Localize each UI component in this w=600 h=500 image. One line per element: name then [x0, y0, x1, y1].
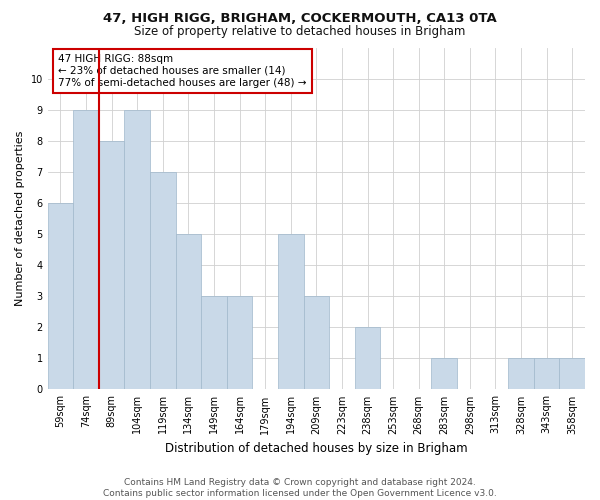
X-axis label: Distribution of detached houses by size in Brigham: Distribution of detached houses by size … [165, 442, 467, 455]
Text: Size of property relative to detached houses in Brigham: Size of property relative to detached ho… [134, 25, 466, 38]
Bar [304, 296, 329, 390]
Bar [99, 141, 124, 390]
Bar [150, 172, 176, 390]
Text: Contains HM Land Registry data © Crown copyright and database right 2024.
Contai: Contains HM Land Registry data © Crown c… [103, 478, 497, 498]
Bar [559, 358, 585, 390]
Bar [227, 296, 253, 390]
Bar [201, 296, 227, 390]
Bar [47, 203, 73, 390]
Bar [176, 234, 201, 390]
Bar [534, 358, 559, 390]
Bar [508, 358, 534, 390]
Bar [73, 110, 99, 390]
Text: 47, HIGH RIGG, BRIGHAM, COCKERMOUTH, CA13 0TA: 47, HIGH RIGG, BRIGHAM, COCKERMOUTH, CA1… [103, 12, 497, 26]
Bar [431, 358, 457, 390]
Text: 47 HIGH RIGG: 88sqm
← 23% of detached houses are smaller (14)
77% of semi-detach: 47 HIGH RIGG: 88sqm ← 23% of detached ho… [58, 54, 307, 88]
Bar [124, 110, 150, 390]
Y-axis label: Number of detached properties: Number of detached properties [15, 131, 25, 306]
Bar [278, 234, 304, 390]
Bar [355, 328, 380, 390]
